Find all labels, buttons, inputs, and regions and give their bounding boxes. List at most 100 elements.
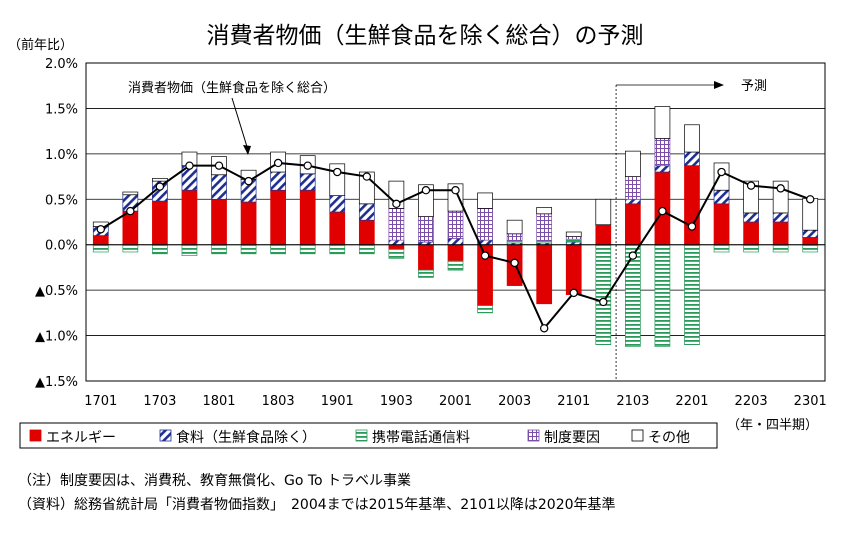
note-line: （注）制度要因は、消費税、教育無償化、Go To トラベル事業 (18, 473, 412, 489)
mobile-bar (743, 244, 759, 253)
mobile-bar (240, 244, 257, 255)
legend-swatch (631, 429, 644, 442)
policy-bar (418, 216, 434, 243)
policy-bar (447, 210, 464, 239)
mobile-bar (181, 244, 198, 256)
x-tick-label: 1803 (262, 394, 295, 409)
food-bar (654, 165, 671, 173)
other-bar (506, 219, 523, 235)
cpi-point (717, 167, 726, 177)
cpi-point (776, 184, 785, 193)
other-bar (477, 192, 493, 209)
other-bar (625, 150, 641, 177)
cpi-point (451, 185, 460, 195)
energy-bar (625, 203, 641, 246)
energy-bar (802, 237, 819, 246)
annotation-arrowhead (243, 145, 251, 155)
cpi-point (155, 182, 165, 191)
x-axis-label: （年・四半期） (727, 418, 818, 433)
energy-bar (181, 189, 198, 246)
mobile-bar (358, 244, 375, 255)
energy-bar (358, 219, 375, 246)
cpi-point (185, 161, 194, 170)
cpi-point (303, 161, 312, 170)
energy-bar (565, 244, 582, 296)
other-bar (536, 207, 553, 215)
mobile-bar (447, 260, 464, 271)
cpi-point (687, 222, 697, 231)
food-bar (802, 229, 819, 238)
cpi-point (539, 324, 549, 333)
food-bar (270, 171, 286, 191)
cpi-point (214, 161, 224, 170)
cpi-point (806, 195, 815, 204)
legend-label: 携帯電話通信料 (372, 429, 470, 446)
policy-bar (388, 208, 405, 241)
cpi-point (392, 199, 401, 209)
legend-swatch (29, 429, 42, 442)
food-bar (684, 151, 700, 167)
mobile-bar (92, 244, 109, 253)
mobile-bar (211, 244, 227, 255)
mobile-bar (477, 305, 493, 314)
mobile-bar (388, 248, 405, 259)
legend-box (19, 422, 718, 449)
cpi-point (421, 185, 431, 195)
y-tick-label: ▲1.5% (35, 375, 78, 390)
energy-bar (329, 211, 346, 246)
other-bar (713, 162, 730, 191)
x-tick-label: 2003 (498, 394, 531, 409)
energy-bar (418, 244, 434, 271)
mobile-bar (418, 269, 434, 278)
mobile-bar (299, 244, 316, 255)
chart-title: 消費者物価（生鮮食品を除く総合）の予測 (206, 23, 644, 49)
food-bar (388, 239, 405, 246)
y-tick-label: 2.0% (45, 57, 78, 72)
mobile-bar (270, 244, 286, 255)
x-tick-label: 1801 (202, 394, 235, 409)
cpi-point (510, 258, 519, 268)
policy-bar (506, 233, 523, 242)
energy-bar (713, 203, 730, 246)
mobile-bar (329, 244, 346, 255)
legend-label: 制度要因 (544, 430, 600, 446)
x-tick-label: 1703 (143, 394, 176, 409)
x-tick-label: 1701 (84, 394, 117, 409)
legend-swatch (355, 429, 368, 442)
energy-bar (240, 201, 257, 246)
cpi-point (569, 288, 578, 298)
energy-bar (595, 224, 612, 246)
cpi-point (362, 172, 372, 181)
x-tick-label: 1903 (380, 394, 413, 409)
legend-swatch (159, 429, 172, 442)
mobile-bar (684, 244, 700, 346)
food-bar (772, 212, 789, 223)
food-bar (211, 174, 227, 200)
x-tick-label: 2101 (557, 394, 590, 409)
food-bar (329, 195, 346, 213)
annotation-arrow (231, 97, 249, 151)
policy-bar (654, 138, 671, 167)
food-bar (625, 198, 641, 205)
legend-label: その他 (648, 430, 690, 446)
cpi-point (126, 206, 135, 216)
y-tick-label: 0.0% (45, 239, 78, 254)
energy-bar (772, 221, 789, 246)
cpi-point (628, 251, 638, 260)
y-tick-label: ▲0.5% (35, 284, 78, 299)
x-tick-label: 2001 (439, 394, 472, 409)
other-bar (122, 191, 139, 196)
energy-bar (92, 235, 109, 246)
cpi-point (333, 167, 342, 177)
cpi-point (658, 206, 667, 216)
x-tick-label: 2301 (794, 394, 827, 409)
other-bar (152, 178, 168, 182)
forecast-label: 予測 (741, 79, 767, 94)
x-tick-label: 2201 (675, 394, 708, 409)
source-line: （資料）総務省統計局「消費者物価指数」 2004までは2015年基準、2101以… (18, 497, 616, 513)
other-bar (684, 124, 700, 153)
y-tick-label: ▲1.0% (35, 330, 78, 345)
energy-bar (211, 198, 227, 246)
energy-bar (684, 165, 700, 246)
